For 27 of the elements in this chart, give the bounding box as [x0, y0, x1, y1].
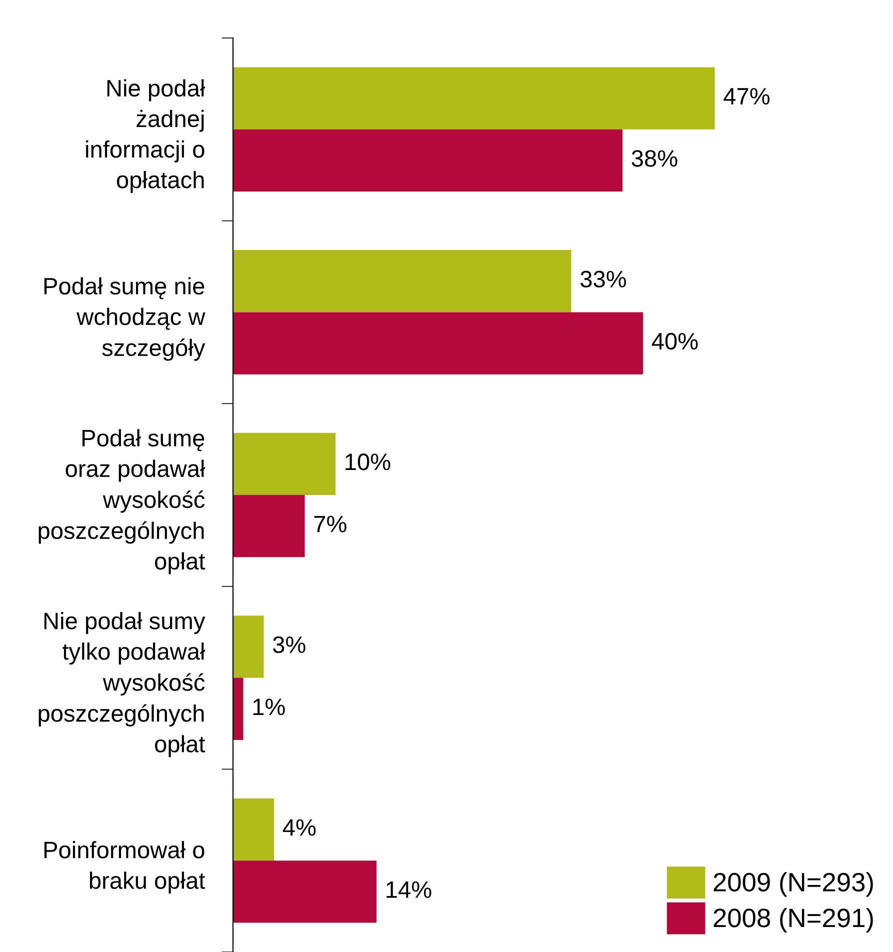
y-tick-label: Podał sumę oraz podawał wysokość poszczególnych opłat [38, 429, 206, 574]
bar [233, 67, 715, 130]
bar [233, 250, 572, 312]
bar [233, 860, 376, 923]
data-label: 14% [386, 881, 432, 898]
bar [233, 312, 643, 374]
data-label: 40% [652, 332, 698, 350]
data-label: 38% [632, 150, 678, 167]
legend-label: 2009 (N=293) [714, 872, 873, 897]
data-label: 33% [580, 270, 626, 288]
data-label: 10% [346, 454, 390, 470]
data-label: 7% [314, 516, 346, 532]
bar [233, 798, 274, 861]
bar [233, 678, 244, 740]
y-tick-label: Poinformował o braku opłat [44, 841, 206, 894]
bar [233, 495, 305, 558]
legend-label: 2008 (N=291) [714, 908, 873, 933]
y-tick-label: Podał sumę nie wchodząc w szczegóły [44, 277, 206, 361]
y-tick-label: Nie podał sumy tylko podawał wysokość poszczególnych opłat [38, 612, 206, 758]
bar [233, 432, 336, 495]
data-label: 3% [272, 636, 306, 654]
data-label: 47% [724, 88, 770, 105]
y-tick-label: Nie podał żadnej informacji o opłatach [86, 79, 206, 193]
bar [233, 616, 264, 678]
bar [233, 129, 622, 192]
data-label: 4% [282, 819, 316, 836]
data-label: 1% [253, 698, 285, 716]
